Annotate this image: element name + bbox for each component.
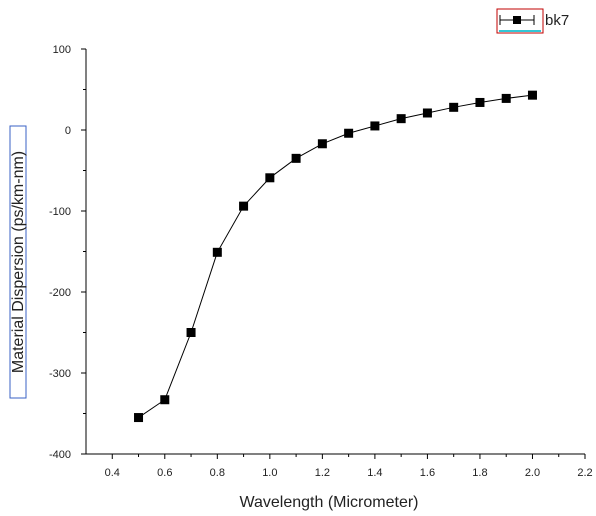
data-point (239, 201, 249, 211)
y-axis-title-frame (9, 125, 27, 399)
data-point (527, 90, 537, 100)
data-point (317, 139, 327, 149)
data-point (501, 93, 511, 103)
x-tick-label: 0.8 (210, 467, 225, 479)
y-tick-label: -100 (49, 206, 71, 218)
y-tick-label: -300 (49, 368, 71, 380)
data-point (449, 102, 459, 112)
data-point (344, 128, 354, 138)
y-tick-label: -200 (49, 287, 71, 299)
x-tick-label: 1.0 (262, 467, 277, 479)
data-point (160, 395, 170, 405)
x-tick-label: 0.6 (157, 467, 172, 479)
data-point (370, 121, 380, 131)
data-point (291, 153, 301, 163)
x-axis-ticks: 0.4 0.6 0.8 1.0 1.2 1.4 1.6 1.8 2.0 2.2 (105, 454, 593, 479)
x-axis-title: Wavelength (Micrometer) (239, 494, 418, 511)
data-point (475, 97, 485, 107)
y-axis-title-group: Material Dispersion (ps/km-nm) (9, 125, 27, 399)
y-axis-title: Material Dispersion (ps/km-nm) (10, 151, 27, 373)
x-tick-label: 2.0 (525, 467, 540, 479)
legend-marker-square (513, 16, 521, 24)
y-tick-label: 0 (65, 125, 71, 137)
y-tick-label: 100 (53, 44, 71, 56)
data-point (396, 114, 406, 124)
x-tick-label: 1.4 (367, 467, 382, 479)
legend-label-bk7: bk7 (545, 12, 569, 29)
data-point (422, 108, 432, 118)
x-tick-label: 2.2 (577, 467, 592, 479)
y-tick-label: -400 (49, 449, 71, 461)
x-tick-label: 0.4 (105, 467, 120, 479)
series-layer (134, 90, 537, 423)
series-line-bk7 (138, 94, 533, 418)
y-axis-ticks: 100 0 -100 -200 -300 -400 (49, 44, 86, 461)
data-point (265, 173, 275, 183)
legend: bk7 (496, 8, 569, 34)
data-point (212, 247, 222, 257)
x-tick-label: 1.6 (420, 467, 435, 479)
x-tick-label: 1.8 (472, 467, 487, 479)
data-point (134, 413, 144, 423)
x-tick-label: 1.2 (315, 467, 330, 479)
data-point (186, 328, 196, 337)
axes (85, 49, 585, 455)
